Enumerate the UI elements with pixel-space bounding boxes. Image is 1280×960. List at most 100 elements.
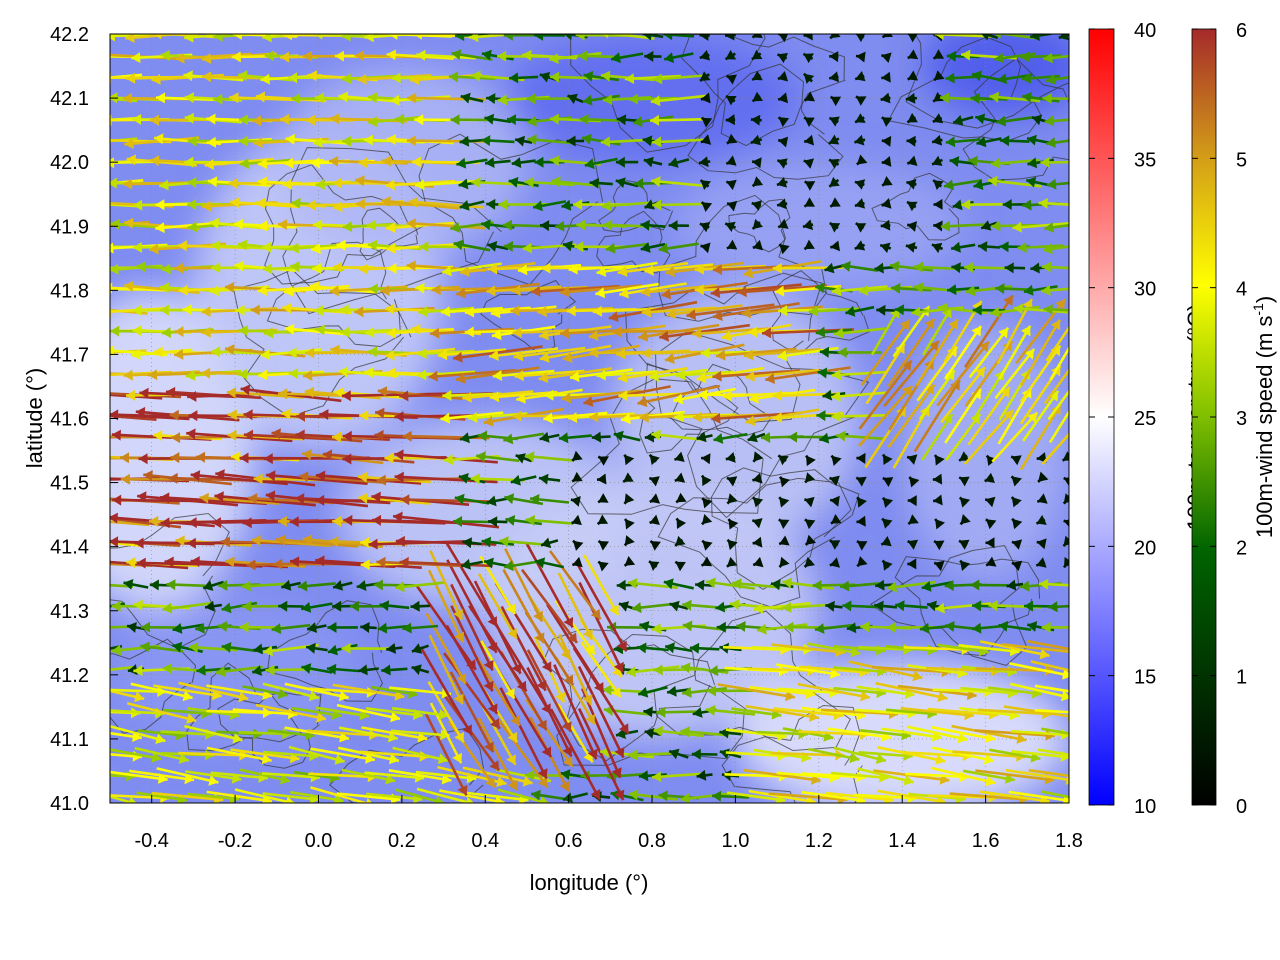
y-tick-label: 41.9: [50, 216, 89, 238]
y-axis-ticks: 41.0 41.1 41.2 41.3 41.4 41.5 41.6 41.7 41.8 41.9…: [50, 24, 118, 815]
wind-arrow: [626, 665, 680, 678]
wind-arrow: [437, 765, 507, 787]
wind-arrow: [756, 623, 808, 635]
colorbar-tick-label: 3: [1236, 408, 1247, 430]
wind-arrow: [627, 749, 678, 761]
wind-arrow: [875, 681, 948, 702]
colorbar-tick-label: 35: [1134, 149, 1156, 171]
wind-arrow: [337, 746, 400, 765]
wind-arrow: [315, 706, 370, 721]
wind-arrow: [239, 768, 291, 785]
y-tick-label: 41.6: [50, 409, 89, 431]
x-tick-label: 0.0: [305, 830, 333, 852]
wind-arrow: [706, 685, 754, 697]
wind-arrow: [242, 685, 288, 699]
wind-vectors: [110, 34, 1069, 803]
wind-arrow: [653, 725, 705, 738]
contour-line: [110, 638, 197, 734]
x-tick-label: 0.2: [388, 830, 416, 852]
wind-arrow: [656, 706, 702, 718]
colorbar-tick-label: 25: [1134, 408, 1156, 430]
wind-arrow: [1002, 643, 1069, 654]
wind-arrow: [1034, 684, 1069, 693]
wind-arrow: [110, 795, 138, 803]
x-axis-label: longitude (°): [530, 870, 649, 895]
wind-arrow: [1010, 682, 1069, 702]
wind-arrow: [557, 572, 594, 641]
wind-arrow: [833, 746, 887, 764]
colorbar-tick-label: 40: [1134, 20, 1156, 42]
wind-arrow: [558, 634, 593, 706]
contour-line: [657, 477, 852, 608]
wind-arrow: [392, 746, 449, 764]
wind-arrow: [682, 686, 728, 698]
x-tick-label: -0.4: [134, 830, 168, 852]
contour-line: [771, 270, 870, 353]
wind-arrow: [172, 623, 203, 634]
wind-arrow: [391, 706, 449, 720]
wind-arrow: [751, 34, 763, 39]
x-tick-label: -0.2: [218, 830, 252, 852]
wind-arrow: [636, 642, 669, 654]
wind-arrow: [951, 724, 1027, 744]
contour-line: [962, 57, 1069, 181]
colorbar-tick-label: 6: [1236, 20, 1247, 42]
y-tick-label: 41.5: [50, 473, 89, 495]
wind-arrow: [574, 560, 628, 652]
wind-arrow: [808, 747, 860, 764]
x-tick-label: 0.6: [555, 830, 583, 852]
wind-arrow: [877, 746, 946, 765]
x-tick-label: 1.2: [805, 830, 833, 852]
wind-arrow: [651, 771, 706, 783]
wind-arrow: [705, 705, 756, 716]
wind-arrow: [110, 748, 162, 763]
wind-arrow: [327, 621, 358, 633]
wind-arrow: [206, 746, 272, 765]
wind-arrow: [446, 559, 498, 654]
wind-arrow: [262, 682, 320, 702]
wind-arrow: [480, 640, 516, 700]
wind-arrow: [1028, 768, 1069, 778]
wind-arrow: [271, 623, 311, 635]
wind-arrow: [998, 620, 1032, 632]
wind-arrow: [499, 687, 548, 780]
wind-arrow: [696, 769, 713, 781]
colorbar-tick-label: 0: [1236, 796, 1247, 818]
colorbar-tick-label: 15: [1134, 667, 1156, 689]
wind-arrow: [1041, 790, 1069, 799]
wind-arrow: [500, 605, 547, 692]
wind-arrow: [290, 790, 344, 803]
wind-arrow: [379, 600, 410, 612]
wind-arrow: [825, 600, 843, 612]
wind-arrow: [857, 767, 914, 786]
wind-arrow: [680, 662, 729, 674]
wind-arrow: [428, 634, 464, 705]
x-tick-label: 0.4: [471, 830, 499, 852]
wind-arrow: [631, 602, 674, 614]
wind-arrow: [196, 664, 231, 676]
wind-arrow: [498, 720, 549, 789]
wind-arrow: [717, 683, 796, 702]
wind-arrow: [443, 652, 501, 730]
contour-line: [871, 172, 960, 241]
wind-arrow: [628, 789, 678, 801]
wind-arrow: [234, 788, 296, 803]
x-axis-ticks: -0.4 -0.2 0.0 0.2 0.4 0.6 0.8 1.0 1.2 1.4 1.6 1.8: [134, 795, 1083, 852]
wind-arrow: [562, 792, 589, 803]
wind-arrow: [930, 766, 996, 787]
y-tick-label: 41.0: [50, 793, 89, 815]
colorbar-tick-label: 2: [1236, 537, 1247, 559]
wind-arrow: [419, 646, 473, 736]
y-tick-label: 41.7: [50, 344, 89, 366]
wind-arrow: [578, 581, 624, 673]
wind-arrow: [546, 603, 605, 694]
contour-line: [894, 556, 1041, 657]
y-tick-label: 41.2: [50, 665, 89, 687]
wind-arrow: [300, 602, 333, 613]
wind-arrow: [526, 649, 573, 733]
wind-arrow: [1037, 748, 1069, 757]
wind-arrow: [1030, 660, 1069, 672]
y-tick-label: 41.4: [50, 537, 89, 559]
